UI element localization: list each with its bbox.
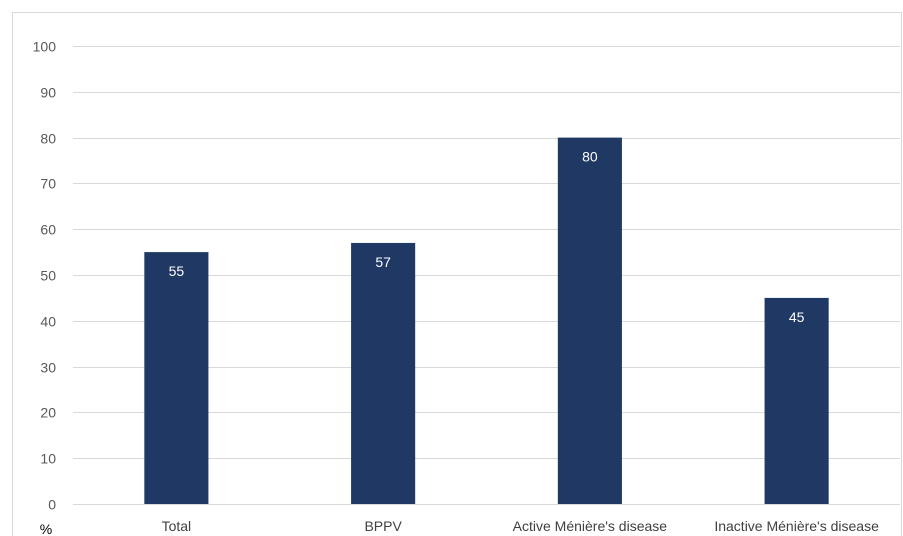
gridlines [73,46,900,505]
bar [144,252,209,504]
bar-data-label: 45 [789,309,805,325]
y-tick-label: 90 [40,85,56,101]
y-tick-label: 0 [48,497,56,513]
bar [557,137,622,504]
bar [764,297,829,504]
y-tick-label: 40 [40,314,56,330]
x-tick-label: Active Ménière's disease [513,518,668,534]
bars [144,137,829,504]
y-unit-label: % [40,521,52,536]
x-tick-label: BPPV [364,518,402,534]
y-tick-label: 50 [40,268,56,284]
y-tick-label: 30 [40,360,56,376]
x-tick-label: Inactive Ménière's disease [714,518,879,534]
data-labels: 55 57 80 45 [169,149,805,325]
bar-data-label: 55 [169,263,185,279]
bar-data-label: 80 [582,149,598,165]
y-tick-label: 100 [33,39,57,55]
y-tick-label: 60 [40,222,56,238]
y-axis: 0 10 20 30 40 50 60 70 80 90 100 [33,39,57,513]
y-tick-label: 20 [40,405,56,421]
bar [351,242,416,504]
y-tick-label: 10 [40,451,56,467]
x-axis: Total BPPV Active Ménière's disease Inactiv… [162,518,880,534]
y-tick-label: 70 [40,176,56,192]
chart-frame [12,12,902,536]
y-tick-label: 80 [40,131,56,147]
x-tick-label: Total [162,518,192,534]
bar-data-label: 57 [375,254,391,270]
